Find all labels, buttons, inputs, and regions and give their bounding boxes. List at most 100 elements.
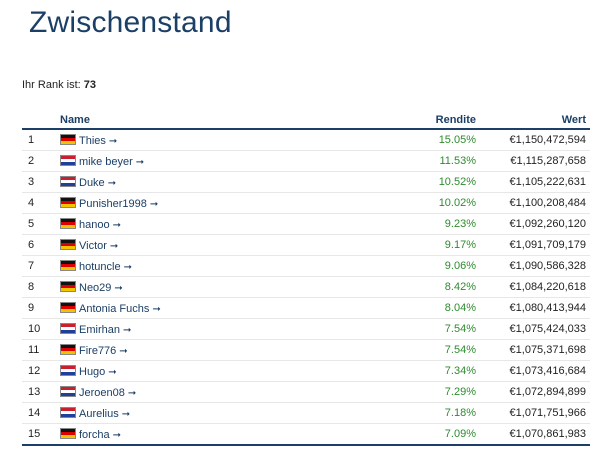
arrow-right-icon[interactable]: ➞ [112,219,121,231]
player-name-link[interactable]: Antonia Fuchs [79,302,150,315]
row-rendite: 10.02% [396,192,476,214]
row-rank: 8 [22,276,60,298]
row-wert: €1,071,751,966 [476,402,590,424]
row-rendite: 9.17% [396,234,476,256]
player-name-link[interactable]: Punisher1998 [79,197,147,210]
arrow-right-icon[interactable]: ➞ [152,303,161,315]
player-name-link[interactable]: mike beyer [79,155,133,168]
netherlands-flag-icon [60,406,76,418]
germany-flag-icon [60,301,76,313]
table-row: 7 hotuncle ➞ 9.06% €1,090,586,328 [22,255,590,277]
player-name-link[interactable]: Hugo [79,365,106,378]
player-name-link[interactable]: Jeroen08 [79,386,125,399]
germany-flag-icon [60,343,76,355]
table-row: 12 Hugo ➞ 7.34% €1,073,416,684 [22,360,590,382]
row-wert: €1,115,287,658 [476,150,590,172]
player-name-link[interactable]: forcha [79,428,110,441]
arrow-right-icon[interactable]: ➞ [114,282,123,294]
arrow-right-icon[interactable]: ➞ [119,345,128,357]
table-row: 15 forcha ➞ 7.09% €1,070,861,983 [22,423,590,446]
rank-label: Ihr Rank ist: [22,79,81,91]
row-rank: 15 [22,423,60,446]
table-row: 2 mike beyer ➞ 11.53% €1,115,287,658 [22,150,590,172]
germany-flag-icon [60,196,76,208]
table-row: 4 Punisher1998 ➞ 10.02% €1,100,208,484 [22,192,590,214]
row-player: hanoo ➞ [60,213,396,235]
row-player: Fire776 ➞ [60,339,396,361]
rank-column-header [22,111,60,130]
player-name-link[interactable]: Fire776 [79,344,117,357]
row-rendite: 8.04% [396,297,476,319]
table-row: 1 Thies ➞ 15.05% €1,150,472,594 [22,129,590,151]
arrow-right-icon[interactable]: ➞ [109,240,119,252]
row-rank: 2 [22,150,60,172]
name-column-header[interactable]: Name [60,111,396,130]
row-rank: 6 [22,234,60,256]
row-rendite: 15.05% [396,129,476,151]
row-player: Hugo ➞ [60,360,396,382]
player-name-link[interactable]: hotuncle [79,260,121,273]
standings-table: Name Rendite Wert 1 Thies ➞ 15.05% €1,150,47… [22,111,590,446]
table-row: 3 Duke ➞ 10.52% €1,105,222,631 [22,171,590,193]
netherlands-flag-icon [60,364,76,376]
germany-flag-icon [60,280,76,292]
rendite-column-header[interactable]: Rendite [396,111,476,130]
row-player: forcha ➞ [60,423,396,446]
arrow-right-icon[interactable]: ➞ [122,324,132,336]
arrow-right-icon[interactable]: ➞ [108,366,117,378]
player-name-link[interactable]: Neo29 [79,281,112,294]
row-wert: €1,075,424,033 [476,318,590,340]
row-player: Antonia Fuchs ➞ [60,297,396,319]
row-rendite: 7.09% [396,423,476,446]
player-name-link[interactable]: Aurelius [79,407,119,420]
row-player: Victor ➞ [60,234,396,256]
wert-column-header[interactable]: Wert [476,111,590,130]
row-wert: €1,084,220,618 [476,276,590,298]
row-wert: €1,150,472,594 [476,129,590,151]
player-name-link[interactable]: hanoo [79,218,110,231]
row-rendite: 11.53% [396,150,476,172]
row-rendite: 7.18% [396,402,476,424]
rank-line: Ihr Rank ist: 73 [22,79,96,91]
row-wert: €1,073,416,684 [476,360,590,382]
table-row: 6 Victor ➞ 9.17% €1,091,709,179 [22,234,590,256]
row-rendite: 9.06% [396,255,476,277]
arrow-right-icon[interactable]: ➞ [149,198,159,210]
player-name-link[interactable]: Thies [79,134,106,147]
row-player: hotuncle ➞ [60,255,396,277]
row-rendite: 8.42% [396,276,476,298]
table-row: 10 Emirhan ➞ 7.54% €1,075,424,033 [22,318,590,340]
player-name-link[interactable]: Emirhan [79,323,120,336]
player-name-link[interactable]: Victor [79,239,107,252]
row-rank: 13 [22,381,60,403]
germany-flag-icon [60,238,76,250]
netherlands-flag-icon [60,154,76,166]
row-rendite: 10.52% [396,171,476,193]
row-rendite: 7.54% [396,339,476,361]
arrow-right-icon[interactable]: ➞ [112,429,121,441]
row-rank: 11 [22,339,60,361]
netherlands-flag-icon [60,175,76,187]
arrow-right-icon[interactable]: ➞ [123,261,132,273]
row-player: Punisher1998 ➞ [60,192,396,214]
row-rank: 7 [22,255,60,277]
row-wert: €1,091,709,179 [476,234,590,256]
row-player: Duke ➞ [60,171,396,193]
arrow-right-icon[interactable]: ➞ [127,387,137,399]
player-name-link[interactable]: Duke [79,176,105,189]
row-rank: 1 [22,129,60,151]
row-wert: €1,075,371,698 [476,339,590,361]
row-rendite: 7.54% [396,318,476,340]
row-player: mike beyer ➞ [60,150,396,172]
netherlands-flag-icon [60,385,76,397]
table-row: 9 Antonia Fuchs ➞ 8.04% €1,080,413,944 [22,297,590,319]
arrow-right-icon[interactable]: ➞ [107,177,117,189]
arrow-right-icon[interactable]: ➞ [135,156,145,168]
row-rank: 3 [22,171,60,193]
row-wert: €1,090,586,328 [476,255,590,277]
row-player: Neo29 ➞ [60,276,396,298]
row-wert: €1,100,208,484 [476,192,590,214]
arrow-right-icon[interactable]: ➞ [121,408,131,420]
row-rank: 9 [22,297,60,319]
arrow-right-icon[interactable]: ➞ [108,135,118,147]
